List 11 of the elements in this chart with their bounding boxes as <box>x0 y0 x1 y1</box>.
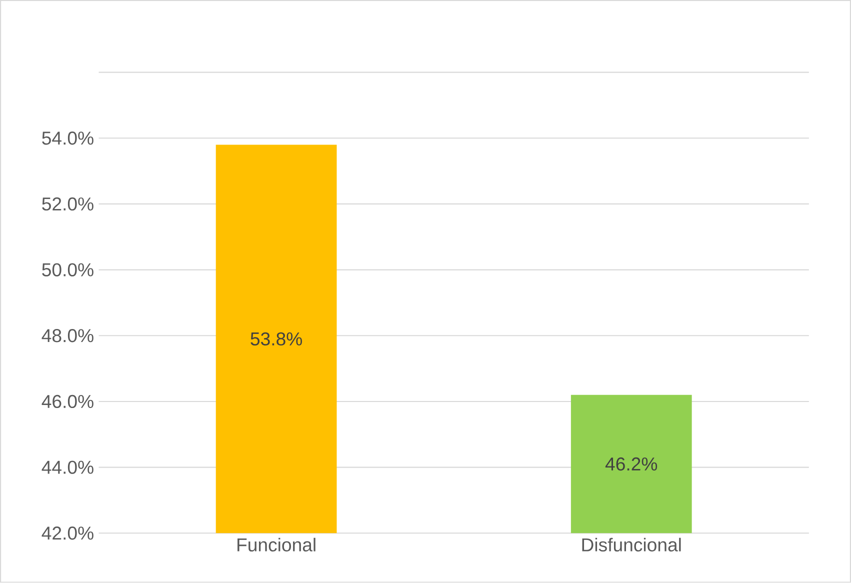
data-label: 46.2% <box>605 458 658 471</box>
data-label: 53.8% <box>250 332 302 346</box>
y-tick-label: 46.0% <box>42 394 94 408</box>
y-tick-label: 52.0% <box>42 197 94 211</box>
y-tick-label: 50.0% <box>42 263 94 276</box>
x-tick-label: Disfuncional <box>582 538 681 552</box>
y-tick-label: 48.0% <box>42 329 94 342</box>
y-tick-label: 54.0% <box>42 132 94 145</box>
x-tick-label: Funcional <box>238 538 316 552</box>
y-tick-label: 42.0% <box>42 526 94 540</box>
y-tick-label: 44.0% <box>42 460 94 474</box>
